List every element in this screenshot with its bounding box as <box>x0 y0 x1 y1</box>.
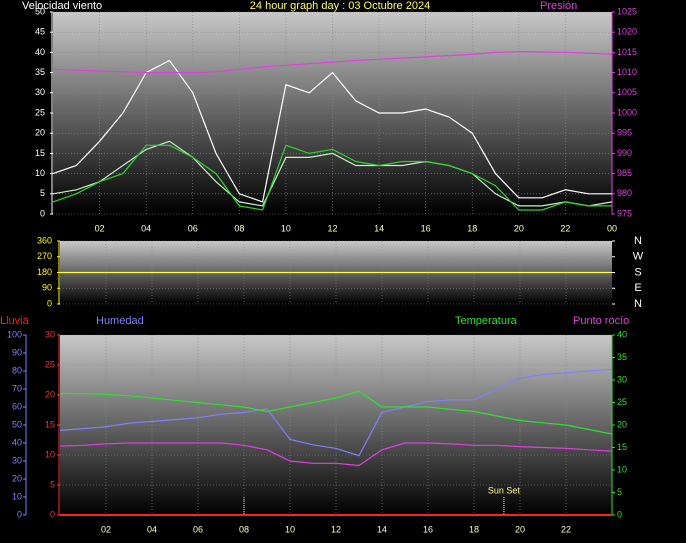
y-tick-label: 10 <box>12 491 22 501</box>
y-tick-label: 270 <box>37 251 52 261</box>
series-line <box>60 390 613 435</box>
y-tick-label: 1000 <box>617 107 637 117</box>
x-tick-label: 14 <box>374 223 384 233</box>
y-tick-label: E <box>634 282 641 294</box>
y-tick-label: 40 <box>35 47 45 57</box>
y-tick-label: 25 <box>617 397 627 407</box>
x-tick-label: 06 <box>193 524 203 534</box>
series-line <box>52 50 613 74</box>
legend-label: Punto rocío <box>573 315 629 327</box>
y-tick-label: 40 <box>12 437 22 447</box>
y-tick-label: 15 <box>45 419 55 429</box>
chart-title: 24 hour graph day : 03 Octubre 2024 <box>250 0 430 12</box>
y-tick-label: 70 <box>12 383 22 393</box>
y-tick-label: 45 <box>35 27 45 37</box>
legend-label: Lluvia <box>0 315 30 327</box>
series-line <box>52 140 613 207</box>
x-tick-label: 16 <box>421 223 431 233</box>
y-tick-label: 60 <box>12 401 22 411</box>
y-tick-label: 360 <box>37 235 52 245</box>
series-line <box>59 442 613 467</box>
y-tick-label: 50 <box>35 6 45 16</box>
y-tick-label: 5 <box>40 188 45 198</box>
legend-label: Presión <box>540 0 577 12</box>
x-tick-label: 14 <box>377 524 387 534</box>
y-tick-label: 0 <box>40 208 45 218</box>
y-tick-label: 980 <box>617 188 632 198</box>
y-tick-label: 5 <box>50 479 55 489</box>
y-tick-label: 20 <box>45 389 55 399</box>
y-tick-label: 180 <box>37 267 52 277</box>
x-tick-label: 18 <box>469 524 479 534</box>
y-axis-label: Velocidad viento <box>22 0 102 12</box>
y-tick-label: 985 <box>617 168 632 178</box>
y-tick-label: 25 <box>35 107 45 117</box>
series-line <box>52 144 612 211</box>
y-tick-label: 50 <box>12 419 22 429</box>
y-tick-label: 90 <box>42 283 52 293</box>
y-tick-label: 30 <box>617 374 627 384</box>
x-tick-label: 06 <box>188 223 198 233</box>
x-tick-label: 02 <box>101 524 111 534</box>
y-tick-label: 20 <box>35 128 45 138</box>
y-tick-label: 35 <box>35 67 45 77</box>
x-tick-label: 04 <box>147 524 157 534</box>
y-tick-label: 1020 <box>617 27 637 37</box>
y-tick-label: 10 <box>617 464 627 474</box>
y-tick-label: N <box>634 235 642 247</box>
y-tick-label: 10 <box>45 449 55 459</box>
y-tick-label: S <box>634 266 641 278</box>
y-tick-label: 20 <box>12 473 22 483</box>
y-tick-label: 975 <box>617 208 632 218</box>
y-tick-label: 80 <box>12 365 22 375</box>
x-tick-label: 12 <box>327 223 337 233</box>
x-tick-label: 00 <box>607 223 617 233</box>
x-tick-label: 16 <box>423 524 433 534</box>
x-tick-label: 08 <box>234 223 244 233</box>
legend-label: Humedad <box>96 315 144 327</box>
x-tick-label: 12 <box>331 524 341 534</box>
y-tick-label: 0 <box>617 509 622 519</box>
y-tick-label: 995 <box>617 128 632 138</box>
y-tick-label: 0 <box>47 298 52 308</box>
y-tick-label: 5 <box>617 487 622 497</box>
y-tick-label: 990 <box>617 148 632 158</box>
y-tick-label: 20 <box>617 419 627 429</box>
y-tick-label: 100 <box>7 329 22 339</box>
y-tick-label: 1010 <box>617 67 637 77</box>
y-tick-label: 30 <box>35 87 45 97</box>
y-tick-label: 10 <box>35 168 45 178</box>
x-tick-label: 02 <box>95 223 105 233</box>
x-tick-label: 22 <box>561 524 571 534</box>
y-tick-label: 0 <box>17 509 22 519</box>
y-tick-label: 25 <box>45 359 55 369</box>
x-tick-label: 08 <box>239 524 249 534</box>
y-tick-label: W <box>633 251 644 263</box>
series-line <box>59 368 613 457</box>
y-tick-label: N <box>634 298 642 310</box>
y-tick-label: 15 <box>35 148 45 158</box>
legend-label: Temperatura <box>455 315 518 327</box>
y-tick-label: 1025 <box>617 6 637 16</box>
y-tick-label: 30 <box>12 455 22 465</box>
annotation-label: Sun Set <box>488 485 521 495</box>
y-tick-label: 1015 <box>617 47 637 57</box>
x-tick-label: 10 <box>281 223 291 233</box>
x-tick-label: 10 <box>285 524 295 534</box>
y-tick-label: 1005 <box>617 87 637 97</box>
x-tick-label: 04 <box>141 223 151 233</box>
x-tick-label: 20 <box>515 524 525 534</box>
y-tick-label: 15 <box>617 442 627 452</box>
x-tick-label: 22 <box>560 223 570 233</box>
x-tick-label: 18 <box>467 223 477 233</box>
y-tick-label: 0 <box>50 509 55 519</box>
y-tick-label: 40 <box>617 329 627 339</box>
y-tick-label: 90 <box>12 347 22 357</box>
x-tick-label: 20 <box>514 223 524 233</box>
y-tick-label: 30 <box>45 329 55 339</box>
y-tick-label: 35 <box>617 352 627 362</box>
